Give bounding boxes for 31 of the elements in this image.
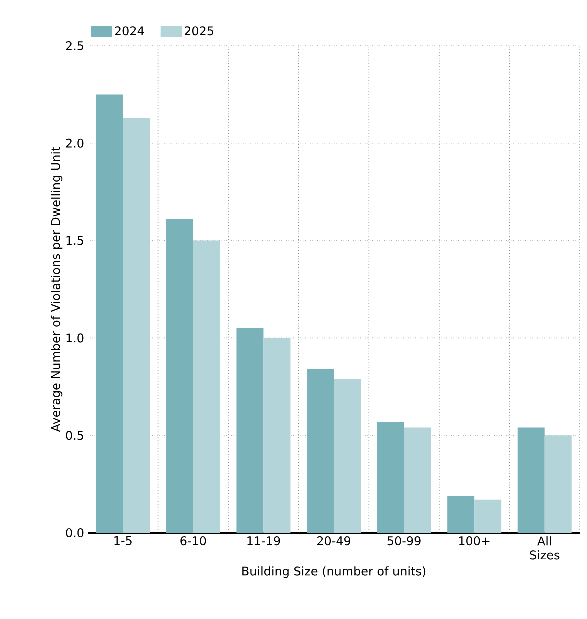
legend-label: 2025 xyxy=(184,26,214,36)
bar xyxy=(166,219,194,533)
y-tick-label: 2.5 xyxy=(66,41,84,51)
bar xyxy=(236,328,264,533)
y-axis-title: Average Number of Violations per Dwelling Unit xyxy=(51,147,63,432)
y-tick-label: 2.0 xyxy=(66,138,84,148)
bar xyxy=(193,240,220,533)
bar xyxy=(404,428,432,533)
bar xyxy=(518,428,545,533)
x-tick-label: 1-5 xyxy=(114,536,132,546)
bar xyxy=(96,94,124,533)
x-tick-label: 100+ xyxy=(459,536,490,546)
x-axis-title: Building Size (number of units) xyxy=(242,566,426,578)
x-tick-label: 50-99 xyxy=(388,536,421,546)
bar xyxy=(334,379,362,533)
bar xyxy=(123,118,150,533)
bar xyxy=(448,496,475,533)
y-tick-label: 1.0 xyxy=(66,334,84,343)
bar xyxy=(377,422,404,533)
x-tick-label: 6-10 xyxy=(180,536,206,546)
y-tick-label: 0.5 xyxy=(66,431,84,440)
x-tick-label: 11-19 xyxy=(248,536,280,546)
x-tick-label: 20-49 xyxy=(318,536,351,546)
legend-label: 2024 xyxy=(115,26,144,36)
y-tick-label: 1.5 xyxy=(66,236,84,246)
y-tick-label: 0.0 xyxy=(66,528,84,538)
bar xyxy=(264,338,291,533)
x-tick-label: All Sizes xyxy=(530,536,560,560)
bar xyxy=(474,500,502,533)
bar xyxy=(307,369,334,533)
bar xyxy=(544,436,572,533)
